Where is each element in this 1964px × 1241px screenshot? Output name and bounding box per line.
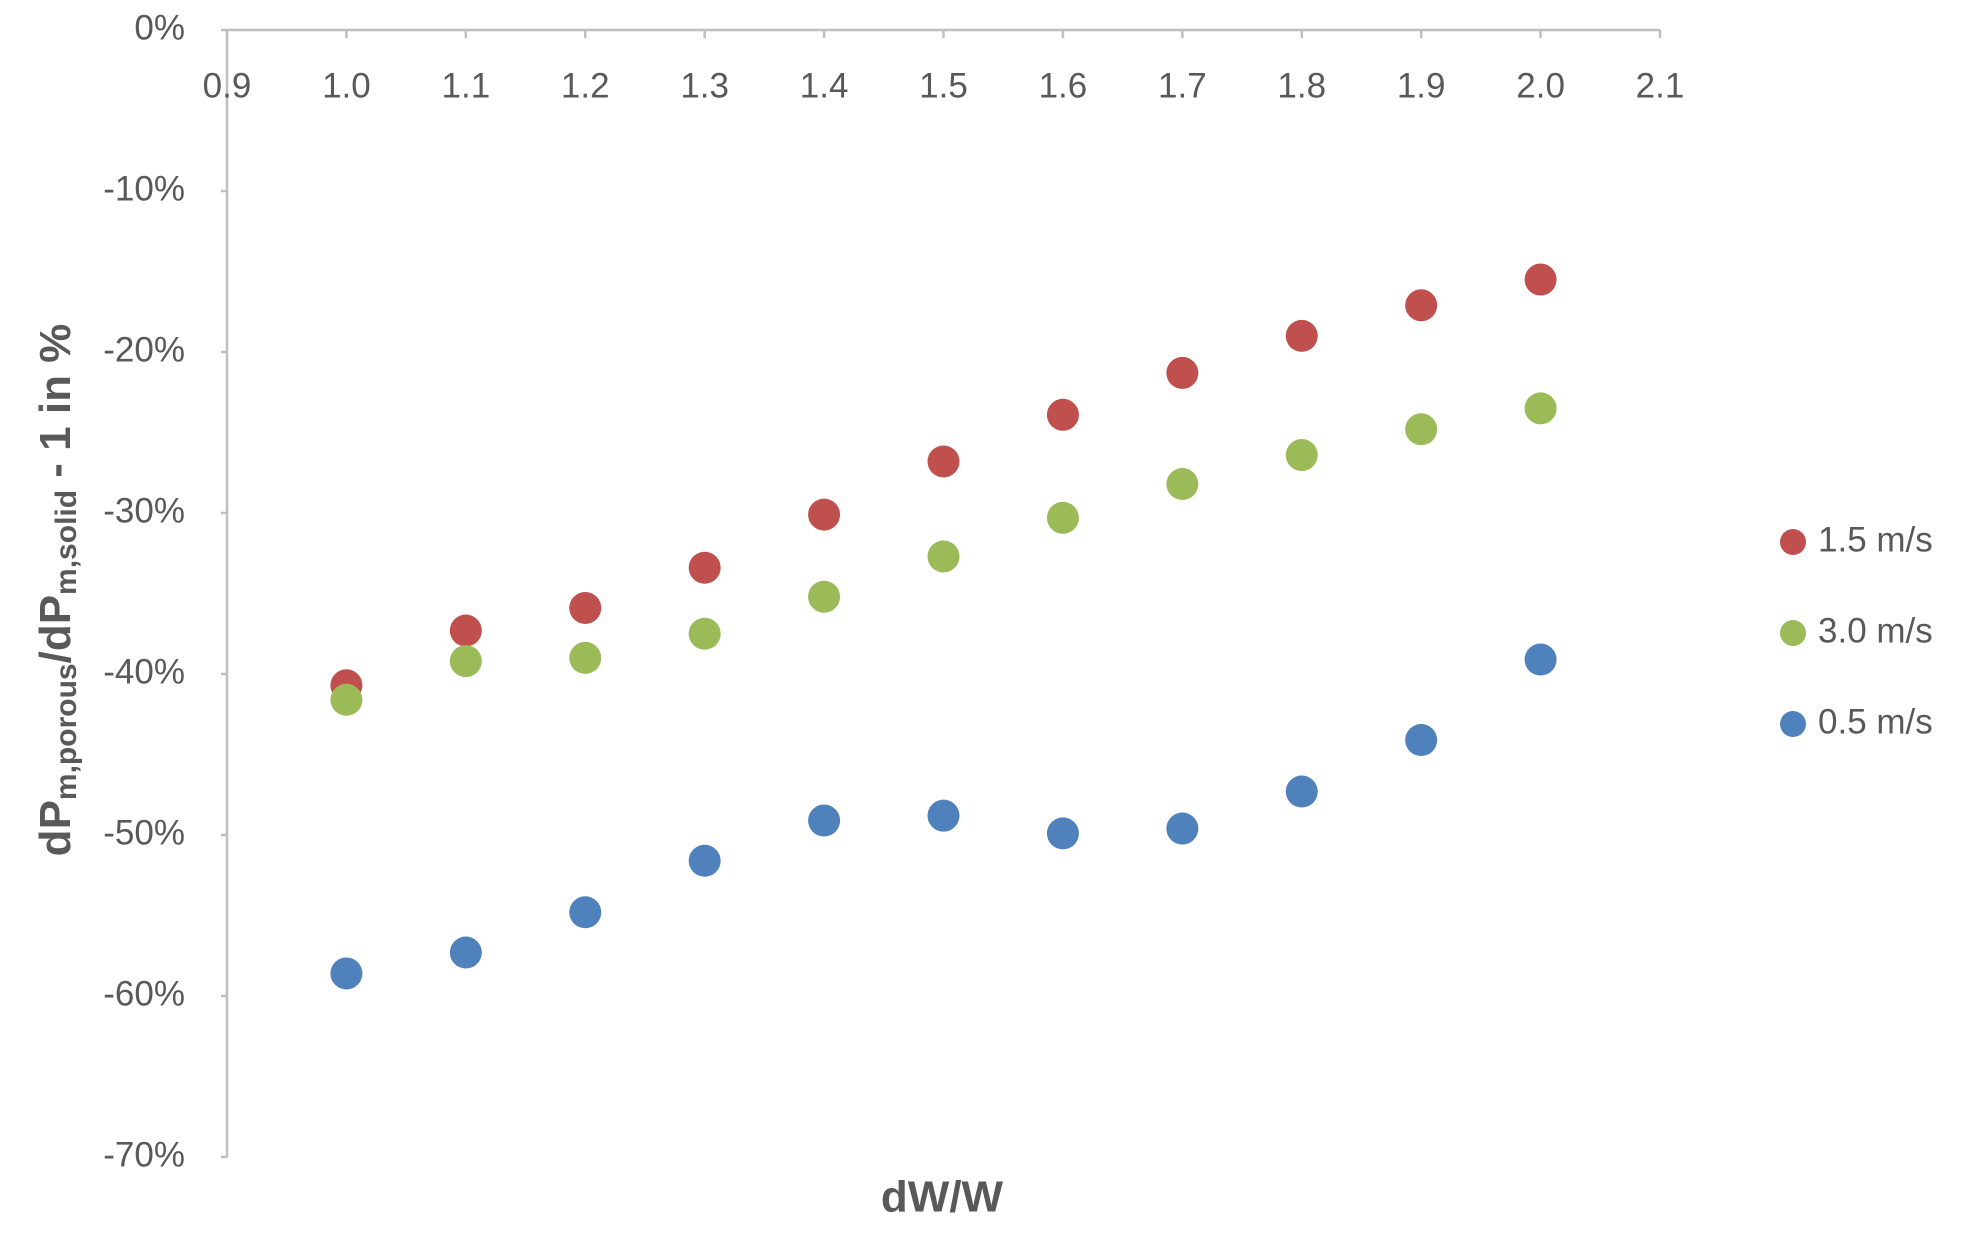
x-tick-label: 1.0 [322,66,371,105]
point [1046,398,1079,431]
point [569,591,602,624]
y-label-sub: m,porous [50,663,83,800]
point [569,641,602,674]
x-tick-label: 1.6 [1039,66,1088,105]
point [688,844,721,877]
point [808,804,841,837]
x-tick-label: 2.0 [1516,66,1565,105]
point [1405,413,1438,446]
point [449,936,482,969]
x-axis-label: dW/W [881,1173,1004,1222]
y-tick-label: 0% [134,8,185,47]
point [927,445,960,478]
y-tick-label: -60% [103,974,185,1013]
x-tick-label: 0.9 [203,66,252,105]
x-tick-label: 1.8 [1277,66,1326,105]
point [1405,289,1438,322]
y-tick-label: -20% [103,330,185,369]
point [1166,468,1199,501]
legend-marker [1780,620,1806,646]
y-label-part: dP [31,800,80,856]
point [1046,817,1079,850]
point [330,957,363,990]
y-tick-label: -50% [103,813,185,852]
x-tick-label: 2.1 [1636,66,1685,105]
y-tick-label: -10% [103,169,185,208]
point [1285,775,1318,808]
point [808,498,841,531]
x-tick-label: 1.2 [561,66,610,105]
y-label-part: - 1 in % [31,324,80,490]
legend-marker [1780,529,1806,555]
legend-label: 1.5 m/s [1818,520,1933,559]
legend-label: 0.5 m/s [1818,702,1933,741]
y-axis-label: dPm,porous/dPm,solid - 1 in % [31,324,83,857]
point [449,645,482,678]
point [1524,392,1557,425]
point [1524,643,1557,676]
point [688,617,721,650]
point [927,540,960,573]
legend-marker [1780,711,1806,737]
point [330,683,363,716]
point [1166,812,1199,845]
point [927,799,960,832]
point [808,580,841,613]
x-tick-label: 1.3 [680,66,729,105]
point [688,551,721,584]
y-tick-label: -70% [103,1135,185,1174]
point [1046,501,1079,534]
point [1285,319,1318,352]
x-tick-label: 1.9 [1397,66,1446,105]
x-tick-label: 1.4 [800,66,849,105]
y-label-part: /dP [31,595,80,663]
point [449,614,482,647]
x-tick-label: 1.7 [1158,66,1207,105]
y-label-sub: m,solid [50,490,83,595]
point [1166,356,1199,389]
point [1285,439,1318,472]
point [1524,263,1557,296]
x-tick-label: 1.1 [442,66,491,105]
x-tick-label: 1.5 [919,66,968,105]
point [1405,724,1438,757]
y-tick-label: -40% [103,652,185,691]
y-tick-label: -30% [103,491,185,530]
point [569,896,602,929]
legend-label: 3.0 m/s [1818,611,1933,650]
